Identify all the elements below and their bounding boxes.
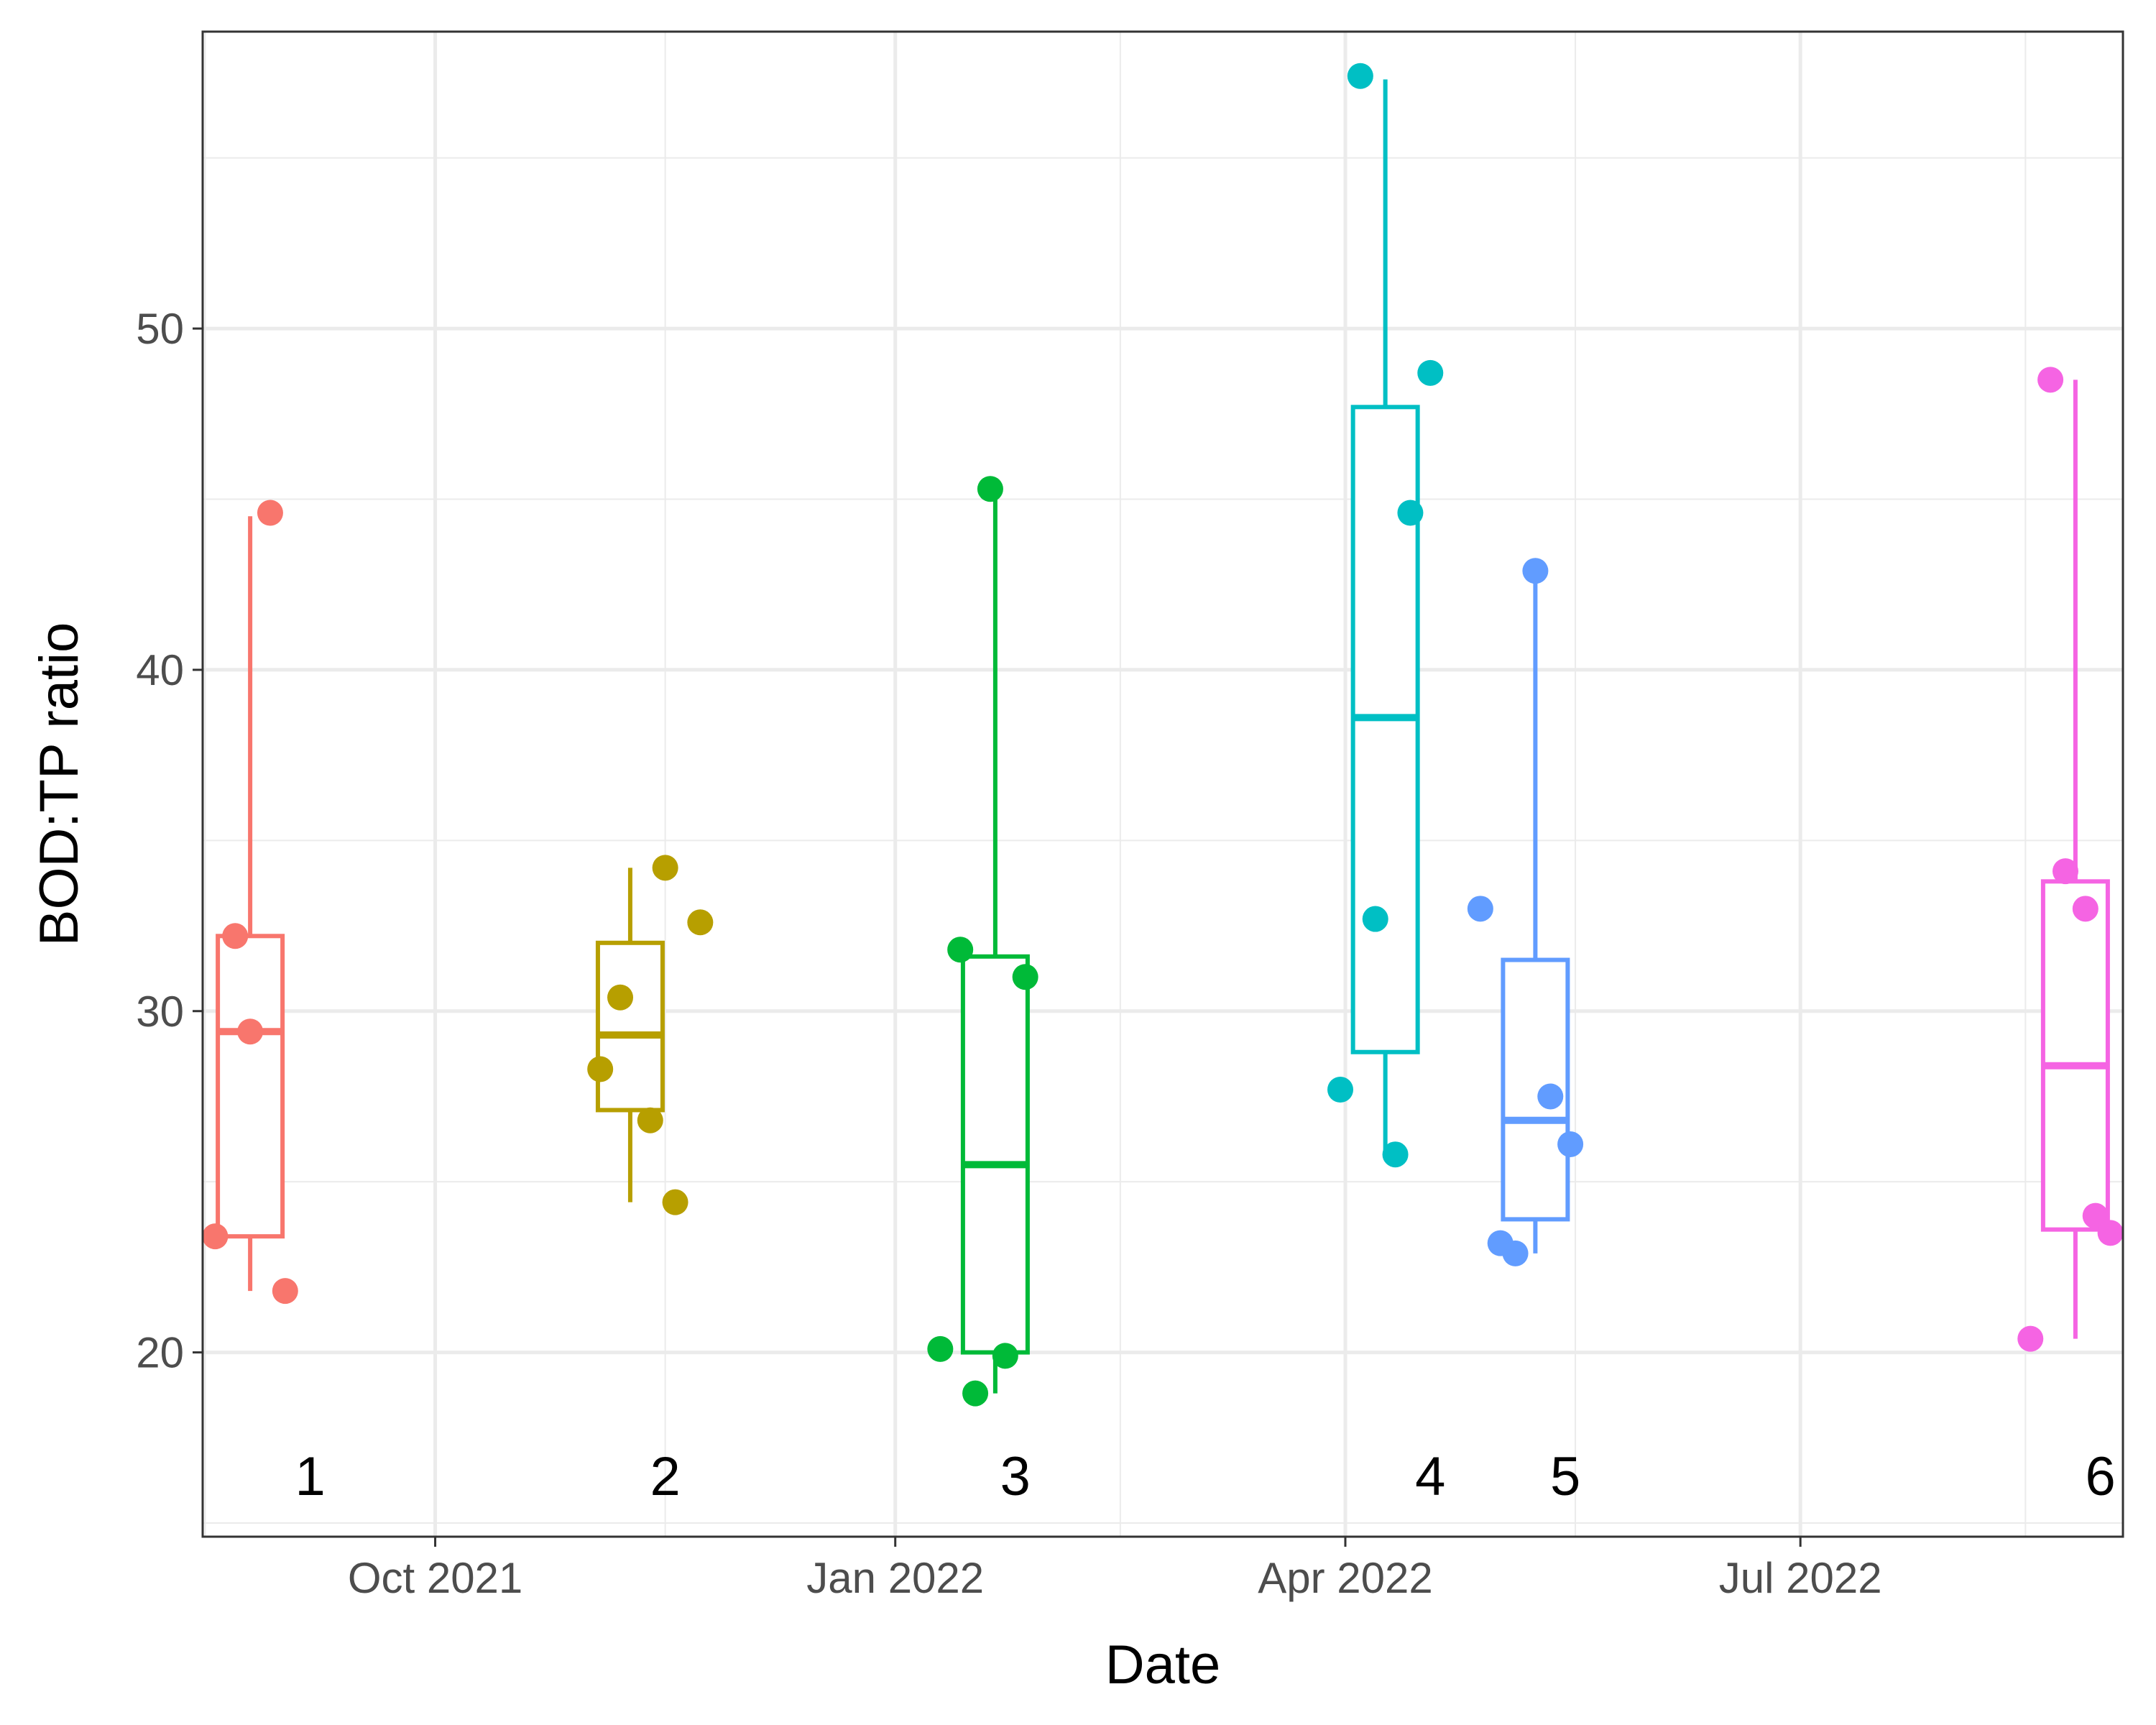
group-label: 4	[1415, 1446, 1445, 1507]
box	[216, 934, 285, 1239]
points	[202, 63, 2124, 1407]
data-point	[1467, 896, 1493, 922]
data-point	[977, 476, 1003, 502]
group-label: 1	[295, 1446, 325, 1507]
x-tick-label: Oct 2021	[348, 1554, 523, 1602]
y-axis: 20 30 40 50	[136, 305, 203, 1377]
box	[960, 954, 1030, 1355]
data-point	[2052, 858, 2078, 885]
x-tick-label: Apr 2022	[1258, 1554, 1433, 1602]
y-axis-title: BOD:TP ratio	[29, 622, 90, 947]
box	[595, 940, 665, 1113]
data-point	[2037, 367, 2064, 393]
data-point	[947, 937, 974, 963]
data-point	[1362, 906, 1388, 932]
grid	[203, 32, 2123, 1537]
data-point	[1327, 1076, 1354, 1103]
y-tick-label: 20	[136, 1329, 184, 1377]
data-point	[1557, 1131, 1584, 1157]
group-label: 6	[2086, 1446, 2116, 1507]
data-point	[637, 1107, 663, 1133]
data-point	[237, 1018, 264, 1045]
data-point	[2097, 1220, 2124, 1246]
group-labels: 1 2 3 4 5 6	[295, 1446, 2115, 1507]
data-point	[1012, 964, 1038, 990]
group-label: 5	[1550, 1446, 1580, 1507]
data-point	[202, 1223, 229, 1250]
data-point	[1417, 359, 1444, 386]
data-point	[992, 1343, 1018, 1369]
data-point	[1537, 1083, 1564, 1110]
data-point	[607, 984, 634, 1011]
panel-background	[203, 32, 2123, 1537]
y-tick-label: 30	[136, 988, 184, 1036]
data-point	[687, 909, 714, 936]
panel-border	[201, 30, 2124, 1538]
data-point	[2072, 896, 2099, 922]
box	[1350, 405, 1420, 1054]
data-point	[1397, 500, 1424, 526]
data-point	[1502, 1240, 1529, 1266]
x-axis: Oct 2021 Jan 2022 Apr 2022 Jul 2022	[348, 1537, 1882, 1602]
data-point	[962, 1380, 989, 1407]
data-point	[1382, 1141, 1409, 1168]
y-tick-label: 50	[136, 305, 184, 353]
data-point	[2017, 1325, 2044, 1352]
box-group-4	[1350, 79, 1420, 1155]
data-point	[222, 923, 249, 949]
x-tick-label: Jan 2022	[806, 1554, 984, 1602]
group-label: 3	[1000, 1446, 1031, 1507]
data-point	[587, 1056, 614, 1082]
data-point	[927, 1335, 954, 1362]
group-label: 2	[650, 1446, 681, 1507]
data-point	[1347, 63, 1373, 89]
x-tick-label: Jul 2022	[1719, 1554, 1882, 1602]
box-group-1	[216, 516, 285, 1292]
data-point	[1522, 558, 1549, 584]
box	[2040, 879, 2110, 1232]
box-group-6	[2040, 380, 2110, 1339]
box-group-2	[595, 868, 665, 1202]
x-axis-title: Date	[1105, 1634, 1221, 1696]
data-point	[652, 855, 678, 881]
data-point	[272, 1278, 298, 1305]
data-point	[2082, 1202, 2109, 1229]
data-point	[257, 500, 283, 526]
y-tick-label: 40	[136, 646, 184, 694]
data-point	[662, 1189, 688, 1215]
